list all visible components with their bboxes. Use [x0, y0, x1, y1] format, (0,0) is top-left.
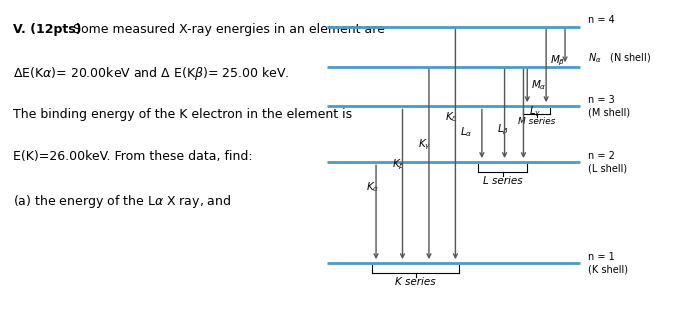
- Text: (L shell): (L shell): [588, 164, 626, 174]
- Text: Some measured X-ray energies in an element are: Some measured X-ray energies in an eleme…: [69, 23, 385, 36]
- Text: $N_{\alpha}$   (N shell): $N_{\alpha}$ (N shell): [588, 52, 651, 65]
- Text: $\Delta$E(K$\alpha$)= 20.00keV and $\Delta$ E(K$\beta$)= 25.00 keV.: $\Delta$E(K$\alpha$)= 20.00keV and $\Del…: [13, 65, 290, 82]
- Text: $L_{\gamma}$: $L_{\gamma}$: [529, 105, 542, 119]
- Text: L series: L series: [483, 176, 522, 186]
- Text: The binding energy of the K electron in the element is: The binding energy of the K electron in …: [13, 108, 353, 121]
- Text: (a) the energy of the L$\alpha$ X ray, and: (a) the energy of the L$\alpha$ X ray, a…: [13, 193, 232, 210]
- Text: $K_{\gamma}$: $K_{\gamma}$: [419, 137, 432, 152]
- Text: n = 1: n = 1: [588, 252, 615, 262]
- Text: $L_{\beta}$: $L_{\beta}$: [496, 122, 509, 137]
- Text: $K_{\alpha}$: $K_{\alpha}$: [365, 181, 379, 194]
- Text: K series: K series: [395, 278, 436, 287]
- Text: n = 3: n = 3: [588, 95, 615, 105]
- Text: $M_{\alpha}$: $M_{\alpha}$: [531, 78, 547, 92]
- Text: (K shell): (K shell): [588, 265, 628, 275]
- Text: M series: M series: [518, 117, 555, 126]
- Text: $K_{\beta}$: $K_{\beta}$: [392, 157, 405, 172]
- Text: V. (12pts): V. (12pts): [13, 23, 82, 36]
- Text: n = 2: n = 2: [588, 151, 615, 161]
- Text: $M_{\beta}$: $M_{\beta}$: [550, 54, 566, 68]
- Text: E(K)=26.00keV. From these data, find:: E(K)=26.00keV. From these data, find:: [13, 150, 253, 164]
- Text: (M shell): (M shell): [588, 108, 630, 118]
- Text: $L_{\alpha}$: $L_{\alpha}$: [460, 125, 473, 139]
- Text: n = 4: n = 4: [588, 15, 615, 25]
- Text: $K_{\delta}$: $K_{\delta}$: [445, 110, 458, 124]
